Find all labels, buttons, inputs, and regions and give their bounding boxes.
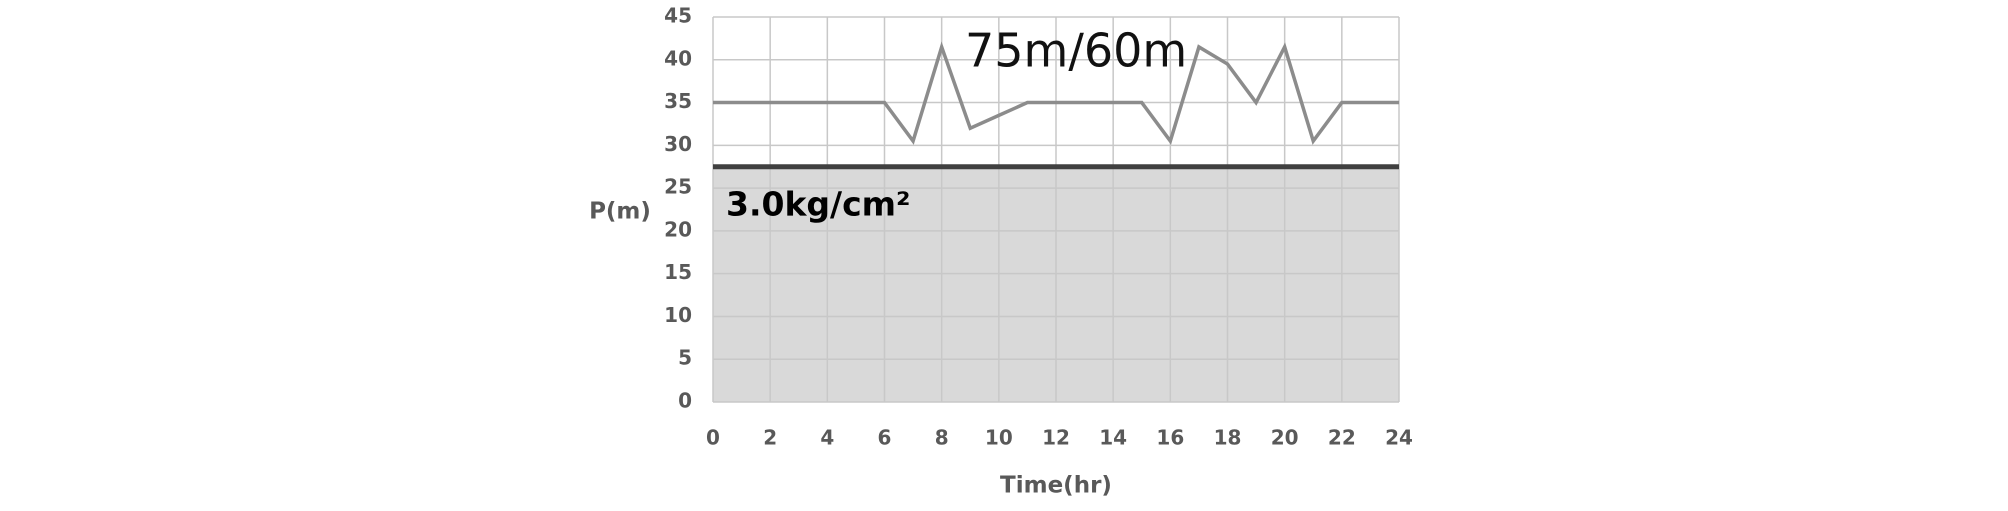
y-tick-label: 45 [664, 4, 692, 28]
x-tick-label: 20 [1271, 426, 1299, 450]
y-tick-label: 25 [664, 175, 692, 199]
y-axis-title: P(m) [589, 199, 651, 225]
y-tick-label: 0 [678, 389, 692, 413]
y-tick-label: 10 [664, 303, 692, 327]
y-tick-label: 5 [678, 346, 692, 370]
x-tick-label: 2 [763, 426, 777, 450]
x-axis-title: Time(hr) [1000, 473, 1112, 499]
x-tick-label: 14 [1099, 426, 1127, 450]
x-tick-label: 22 [1328, 426, 1356, 450]
x-tick-label: 0 [706, 426, 720, 450]
y-tick-label: 20 [664, 217, 692, 241]
y-tick-label: 30 [664, 132, 692, 156]
y-tick-label: 15 [664, 260, 692, 284]
annotation: 3.0kg/cm² [726, 185, 910, 224]
y-tick-label: 40 [664, 46, 692, 70]
x-tick-label: 12 [1042, 426, 1070, 450]
x-tick-label: 18 [1214, 426, 1242, 450]
x-tick-label: 16 [1156, 426, 1184, 450]
x-tick-label: 10 [985, 426, 1013, 450]
series-line [713, 41, 1399, 145]
x-tick-label: 8 [935, 426, 949, 450]
x-tick-label: 4 [820, 426, 834, 450]
x-tick-label: 6 [878, 426, 892, 450]
x-tick-label: 24 [1385, 426, 1413, 450]
y-tick-label: 35 [664, 89, 692, 113]
annotation: 75m/60m [965, 24, 1187, 78]
